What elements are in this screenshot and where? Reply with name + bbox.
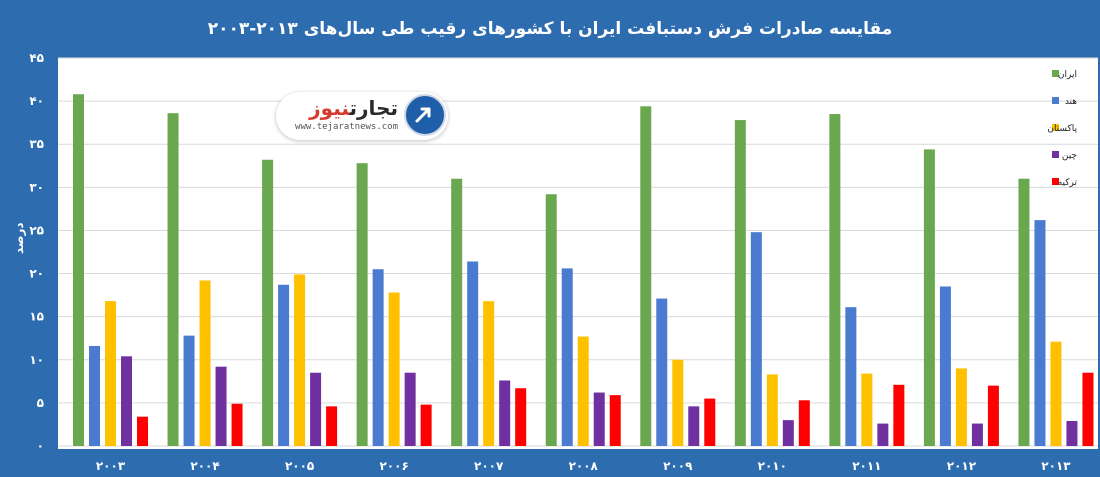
legend-swatch [1052,178,1059,185]
bar [356,163,368,447]
bar [829,114,841,447]
bar [310,372,322,446]
bar [656,298,668,446]
bar [451,178,463,446]
logo-brand-accent: نیوز [309,96,350,120]
bar [987,385,999,446]
x-tick-label: ۲۰۱۱ [852,459,881,473]
bar [955,368,967,446]
bar [388,292,400,446]
bar [609,395,621,446]
legend-swatch [1052,124,1059,131]
bar [167,113,179,446]
bar [845,307,857,446]
x-tick-label: ۲۰۰۶ [379,459,408,473]
bar [231,403,243,446]
bar [1082,372,1094,446]
bar [577,336,589,446]
bar [215,366,227,446]
bar [640,106,652,446]
x-tick-label: ۲۰۰۳ [96,459,126,473]
bar [137,416,148,446]
bar [798,400,810,446]
bar [782,420,794,446]
bar [923,149,935,446]
y-tick-label: ۲۰ [29,267,44,281]
y-tick-label: ۴۵ [29,51,44,65]
legend-label: چین [1062,151,1077,161]
bar [704,398,716,446]
bar [877,423,889,446]
logo-url: www.tejaratnews.com [295,122,398,132]
legend-swatch [1052,151,1059,158]
x-tick-label: ۲۰۰۷ [474,459,504,473]
y-tick-label: ۵ [37,396,44,410]
y-tick-label: ۰ [37,439,44,453]
bar [971,423,983,446]
bar [545,194,557,446]
bar [515,388,527,446]
legend-label: ایران [1058,70,1077,80]
y-tick-label: ۱۰ [29,353,44,367]
bar [372,269,384,446]
y-tick-label: ۴۰ [29,94,44,108]
bar [750,232,762,446]
bar [499,380,511,446]
tejaratnews-logo: تجارتنیوز www.tejaratnews.com [276,92,448,140]
logo-emblem-icon [404,94,446,136]
bar [262,159,274,446]
bar [893,384,905,446]
bar [404,372,416,446]
bar [89,345,100,446]
bar [467,261,479,446]
x-tick-label: ۲۰۰۴ [190,459,219,473]
bar [593,392,605,446]
bar [1034,220,1046,446]
x-tick-label: ۲۰۰۸ [569,459,599,473]
bar [766,374,778,446]
logo-brand-main: تجارت [349,96,398,120]
chart-title: مقایسه صادرات فرش دستبافت ایران با کشوره… [207,19,893,39]
y-tick-label: ۳۵ [29,137,44,151]
bar [420,404,432,446]
bar [278,284,290,446]
bar [326,406,338,446]
bar [1018,178,1030,446]
legend-label: ترکیه [1058,178,1078,188]
bar [105,301,116,446]
bar [294,274,306,446]
y-tick-label: ۱۵ [29,310,44,324]
x-tick-label: ۲۰۱۰ [758,459,787,473]
x-tick-label: ۲۰۱۳ [1041,459,1071,473]
bar [483,301,495,446]
x-tick-label: ۲۰۰۹ [663,459,693,473]
bar [734,120,746,446]
legend-swatch [1052,97,1059,104]
legend-label: پاکستان [1047,124,1077,134]
bar [688,406,700,446]
bar [183,335,195,446]
y-tick-label: ۳۰ [29,180,44,194]
bar [939,286,951,446]
x-tick-label: ۲۰۰۵ [285,459,314,473]
legend-swatch [1052,70,1059,77]
bar [199,280,211,446]
logo-brand: تجارتنیوز [309,96,398,120]
bar [672,359,684,446]
bar [121,356,132,446]
bar [1066,420,1078,446]
x-tick-label: ۲۰۱۲ [947,459,977,473]
bar [861,373,873,446]
bar [73,94,84,447]
bar [561,268,573,446]
legend-label: هند [1065,97,1077,107]
y-axis-label: درصد [12,222,26,254]
y-tick-label: ۲۵ [29,223,44,237]
bar [1050,341,1062,446]
